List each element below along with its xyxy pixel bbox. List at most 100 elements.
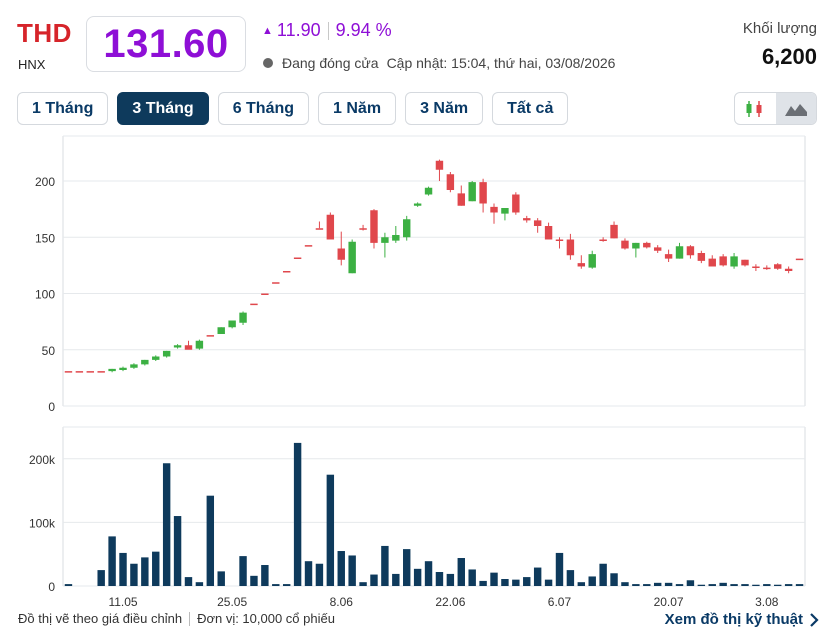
volume-bar bbox=[272, 584, 280, 586]
volume-bar bbox=[708, 584, 716, 586]
candle-body bbox=[577, 263, 586, 267]
status-dot-icon bbox=[263, 58, 273, 68]
candle-body bbox=[195, 340, 204, 349]
volume-bar bbox=[326, 474, 335, 586]
volume-bar bbox=[359, 582, 367, 586]
volume-bar bbox=[490, 572, 498, 586]
volume-bar bbox=[195, 582, 204, 586]
volume-bar bbox=[501, 579, 509, 586]
area-chart-button[interactable] bbox=[775, 93, 816, 124]
candle-body bbox=[413, 203, 422, 206]
candle-body bbox=[697, 253, 706, 261]
candle-body bbox=[708, 258, 716, 267]
candle-body bbox=[250, 303, 258, 306]
candlestick-button[interactable] bbox=[735, 93, 776, 124]
candle-body bbox=[621, 240, 629, 249]
triangle-up-icon: ▲ bbox=[262, 24, 273, 37]
volume-axis-tick: 100k bbox=[29, 516, 56, 530]
candle-body bbox=[381, 237, 389, 243]
tab-3-year[interactable]: 3 Năm bbox=[405, 92, 484, 125]
volume-bar bbox=[162, 463, 171, 586]
volume-bar bbox=[108, 536, 116, 586]
candlestick-icon bbox=[746, 100, 762, 117]
candle-body bbox=[719, 256, 727, 266]
volume-bar bbox=[566, 570, 575, 586]
candle-body bbox=[108, 368, 116, 372]
candle-body bbox=[119, 367, 127, 370]
date-axis-tick: 11.05 bbox=[108, 595, 137, 608]
volume-bar bbox=[784, 584, 793, 586]
tab-1-year[interactable]: 1 Năm bbox=[318, 92, 397, 125]
volume-bar bbox=[315, 563, 324, 586]
candle-body bbox=[217, 327, 225, 334]
candle-body bbox=[468, 182, 476, 202]
volume-bar bbox=[643, 584, 651, 586]
candle-body bbox=[501, 208, 509, 214]
volume-bar bbox=[250, 575, 258, 586]
tab-1-month[interactable]: 1 Tháng bbox=[17, 92, 109, 125]
candle-body bbox=[435, 160, 444, 170]
candle-body bbox=[523, 218, 531, 221]
price-box: 131.60 bbox=[86, 16, 246, 72]
date-axis-tick: 8.06 bbox=[330, 595, 354, 608]
volume-label: Khối lượng bbox=[742, 20, 817, 37]
candle-body bbox=[643, 242, 651, 248]
volume-bar bbox=[217, 571, 225, 586]
price-axis-tick: 150 bbox=[35, 231, 55, 245]
mountain-chart-icon bbox=[784, 103, 807, 116]
candle-body bbox=[206, 335, 215, 337]
volume-bar bbox=[392, 573, 400, 586]
candle-body bbox=[64, 371, 73, 373]
volume-bar bbox=[239, 556, 247, 586]
date-axis-tick: 3.08 bbox=[755, 595, 779, 608]
volume-bar bbox=[282, 584, 291, 586]
candle-body bbox=[272, 282, 280, 284]
volume-bar bbox=[719, 582, 727, 586]
candle-body bbox=[653, 247, 662, 251]
candle-body bbox=[359, 228, 367, 230]
volume-bar bbox=[675, 584, 684, 586]
volume-bar bbox=[697, 584, 706, 586]
change-value: 11.90 bbox=[276, 20, 321, 40]
price-axis-tick: 0 bbox=[48, 400, 55, 414]
candle-body bbox=[424, 187, 433, 195]
candle-body bbox=[304, 245, 313, 247]
volume-bar bbox=[468, 569, 476, 586]
candle-body bbox=[152, 356, 160, 360]
candle-body bbox=[795, 258, 804, 261]
volume-bar bbox=[446, 573, 455, 586]
volume-bar bbox=[533, 567, 542, 586]
volume-bar bbox=[588, 576, 596, 586]
market-status: Đang đóng cửa Cập nhật: 15:04, thứ hai, … bbox=[263, 55, 615, 71]
candle-body bbox=[555, 239, 564, 241]
volume-bar bbox=[752, 584, 760, 586]
candle-body bbox=[86, 371, 94, 373]
volume-bar bbox=[621, 582, 629, 586]
unit-note: Đơn vị: 10,000 cổ phiếu bbox=[197, 611, 335, 626]
candle-body bbox=[261, 293, 269, 295]
status-text: Đang đóng cửa bbox=[282, 55, 379, 71]
technical-chart-link[interactable]: Xem đồ thị kỹ thuật bbox=[665, 611, 819, 628]
volume-bar bbox=[141, 557, 149, 586]
exchange-label: HNX bbox=[18, 57, 46, 72]
volume-bar bbox=[97, 570, 105, 586]
update-time: Cập nhật: 15:04, thứ hai, 03/08/2026 bbox=[386, 55, 616, 71]
candle-body bbox=[315, 228, 324, 230]
candle-body bbox=[763, 267, 771, 270]
volume-bar bbox=[512, 579, 520, 586]
tab-3-month[interactable]: 3 Tháng bbox=[117, 92, 209, 125]
candle-body bbox=[588, 254, 596, 268]
volume-value: 6,200 bbox=[761, 44, 817, 69]
stock-chart: 0 50 100 150 200 0 100k 200k 11.05 25.05 8.06 22.06… bbox=[29, 135, 806, 608]
adjusted-price-note: Đồ thị vẽ theo giá điều chỉnh bbox=[18, 611, 183, 626]
volume-axis-tick: 200k bbox=[29, 453, 56, 467]
volume-bar bbox=[206, 495, 215, 586]
candle-body bbox=[784, 268, 793, 271]
candle-body bbox=[544, 226, 553, 240]
volume-bar bbox=[304, 561, 313, 586]
volume-bar bbox=[370, 574, 378, 586]
tab-all[interactable]: Tất cả bbox=[492, 92, 569, 125]
volume-bar bbox=[632, 584, 640, 586]
volume-bar bbox=[795, 584, 804, 586]
tab-6-month[interactable]: 6 Tháng bbox=[217, 92, 310, 125]
